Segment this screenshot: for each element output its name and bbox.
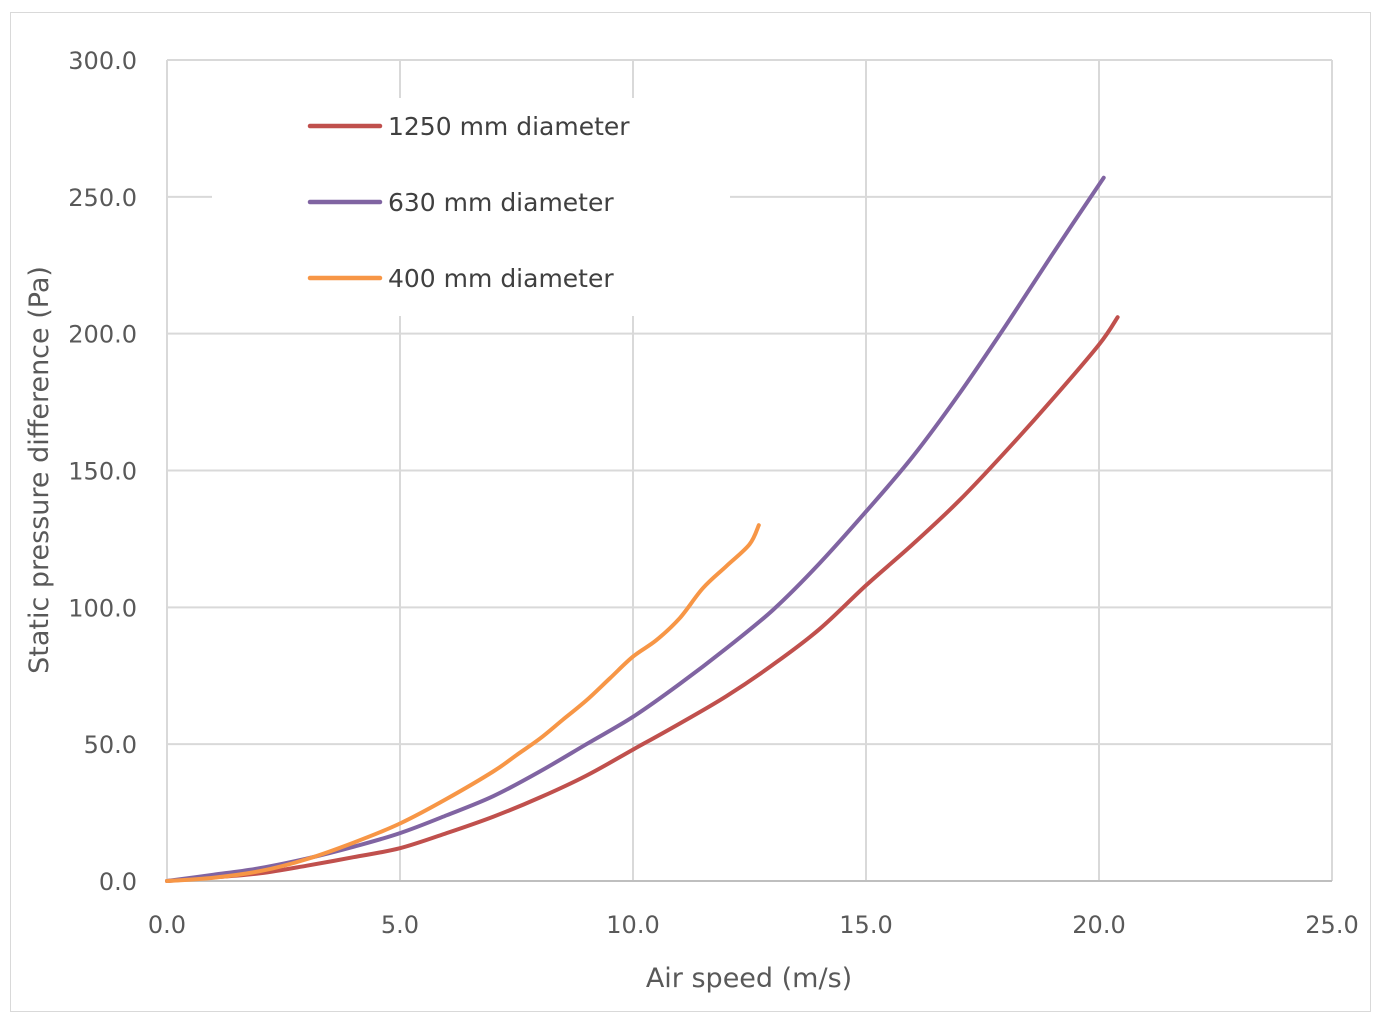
legend-label-1250-mm-diameter: 1250 mm diameter xyxy=(388,112,630,141)
legend-label-630-mm-diameter: 630 mm diameter xyxy=(388,188,614,217)
y-tick-label: 0.0 xyxy=(99,868,137,896)
x-axis-title: Air speed (m/s) xyxy=(646,963,852,994)
y-tick-label: 50.0 xyxy=(84,731,137,759)
axes xyxy=(166,60,1332,882)
x-tick-label: 25.0 xyxy=(1305,911,1358,939)
x-tick-label: 0.0 xyxy=(148,911,186,939)
legend-background xyxy=(212,98,730,316)
y-tick-label: 300.0 xyxy=(68,47,137,75)
legend-label-400-mm-diameter: 400 mm diameter xyxy=(388,264,614,293)
series-line-1250-mm-diameter xyxy=(165,315,1120,883)
series-line-400-mm-diameter xyxy=(165,523,761,883)
y-axis-title: Static pressure difference (Pa) xyxy=(24,266,55,674)
y-tick-label: 150.0 xyxy=(68,458,137,486)
x-tick-label: 10.0 xyxy=(606,911,659,939)
x-tick-label: 15.0 xyxy=(839,911,892,939)
y-tick-label: 100.0 xyxy=(68,594,137,622)
y-tick-label: 200.0 xyxy=(68,321,137,349)
legend: 1250 mm diameter 630 mm diameter 400 mm di… xyxy=(212,98,730,316)
tick-labels: 0.0 5.0 10.0 15.0 20.0 25.0 0.0 50.0 100.0 150.0 2… xyxy=(68,47,1358,939)
x-tick-label: 20.0 xyxy=(1072,911,1125,939)
y-tick-label: 250.0 xyxy=(68,184,137,212)
series xyxy=(165,175,1120,883)
x-tick-label: 5.0 xyxy=(381,911,419,939)
